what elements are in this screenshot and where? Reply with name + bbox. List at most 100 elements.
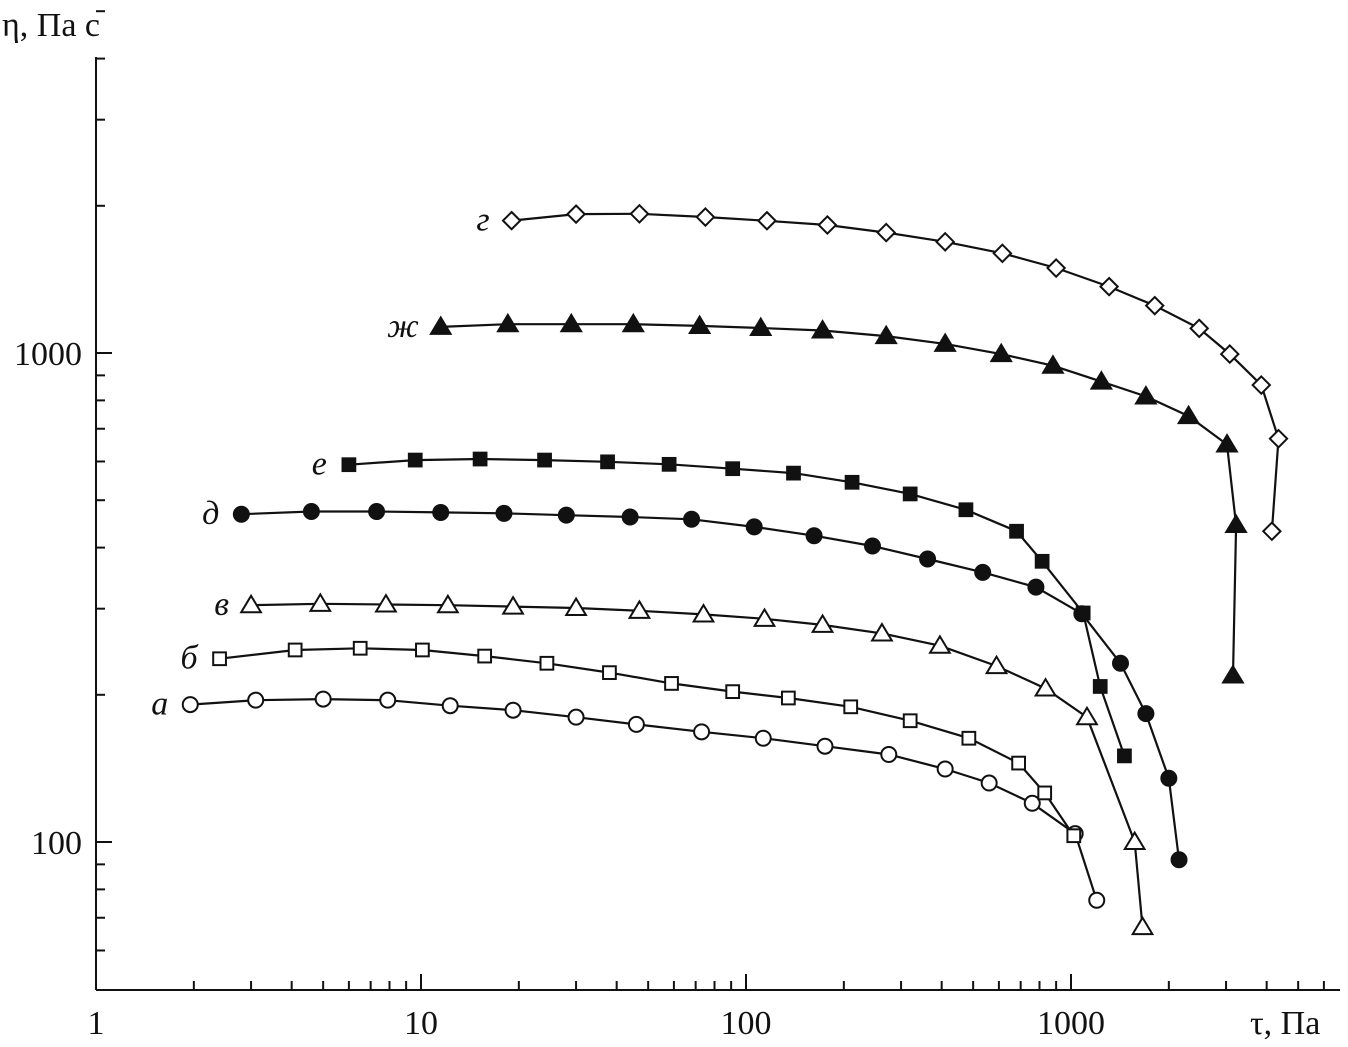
data-point-square [1037, 785, 1053, 801]
data-point-diamond [992, 243, 1013, 264]
data-point-circle [441, 697, 459, 715]
data-point-triangle [752, 607, 777, 627]
data-point-circle [754, 729, 772, 747]
data-point-circle [816, 737, 834, 755]
data-point-circle [936, 760, 954, 778]
data-point-triangle [1215, 433, 1239, 453]
data-point-diamond [501, 210, 522, 231]
y-tick-label: 100 [31, 825, 82, 862]
data-point-square [1009, 523, 1024, 539]
x-tick-label: 1 [88, 1005, 105, 1042]
data-point-circle [232, 505, 250, 523]
data-point-triangle [984, 654, 1009, 675]
data-point-circle [1160, 769, 1178, 787]
data-point-triangle [429, 315, 453, 335]
x-tick-label: 10 [404, 1005, 438, 1042]
series-label: б [180, 640, 199, 677]
data-point-square [664, 676, 679, 691]
data-point-square [661, 456, 677, 472]
y-tick-label: 1000 [14, 336, 82, 373]
series-line [511, 212, 1280, 532]
data-point-square [844, 474, 860, 490]
data-point-circle [557, 506, 575, 524]
data-point-square [902, 713, 918, 729]
data-point-triangle [933, 332, 957, 352]
data-point-square [1011, 755, 1027, 771]
series-label: ж [387, 308, 419, 345]
y-axis-label: η, Па с [2, 7, 100, 44]
data-point-square [537, 452, 552, 468]
data-point-triangle [564, 596, 588, 617]
axis-tick-labels: 1 10 100 1000 100 1000 [14, 336, 1105, 1042]
series-в [239, 592, 1155, 936]
data-point-square [786, 465, 801, 481]
data-point-triangle [1123, 830, 1147, 851]
data-point-triangle [501, 595, 525, 615]
data-point-circle [1023, 794, 1041, 812]
data-point-circle [919, 550, 937, 568]
data-point-triangle [1033, 677, 1058, 697]
data-point-triangle [374, 593, 398, 613]
data-point-triangle [810, 613, 835, 633]
data-point-square [902, 486, 918, 502]
data-point-circle [693, 723, 711, 741]
data-point-square [539, 655, 555, 671]
data-point-circle [247, 691, 265, 709]
data-point-circle [302, 503, 320, 521]
data-point-diamond [1046, 257, 1067, 279]
series-е [341, 451, 1132, 764]
data-point-circle [1088, 891, 1106, 909]
data-point-circle [880, 745, 898, 763]
x-tick-label: 100 [721, 1005, 772, 1042]
data-point-diamond [1268, 428, 1289, 449]
x-axis-label: τ, Па [1250, 1005, 1320, 1042]
series-line [251, 602, 1144, 928]
data-point-triangle [810, 319, 835, 339]
data-point-triangle [1089, 370, 1113, 390]
series-label: д [202, 495, 219, 532]
data-point-diamond [1219, 344, 1240, 365]
series-label: а [151, 686, 168, 723]
axis-ticks [95, 10, 1325, 990]
data-point-square [287, 642, 303, 658]
data-point-triangle [749, 316, 773, 337]
data-point-square [341, 457, 357, 473]
series-line [219, 647, 1075, 837]
data-point-circle [683, 510, 701, 528]
data-point-triangle [239, 593, 263, 614]
data-point-triangle [621, 312, 645, 333]
data-point-square [1034, 553, 1050, 569]
data-point-triangle [1134, 385, 1158, 405]
data-point-diamond [1251, 374, 1272, 396]
data-point-square [1117, 748, 1132, 764]
data-point-triangle [989, 342, 1013, 363]
data-point-triangle [436, 593, 460, 614]
data-point-triangle [1130, 915, 1155, 936]
data-point-triangle [559, 312, 583, 333]
data-point-square [780, 690, 796, 706]
data-point-diamond [1144, 295, 1165, 316]
data-point-circle [1027, 578, 1045, 596]
data-point-diamond [1099, 276, 1120, 297]
x-tick-label: 1000 [1037, 1005, 1105, 1042]
data-point-circle [432, 503, 450, 521]
data-point-circle [314, 690, 332, 708]
series-labels: абв д е ж г [151, 202, 489, 723]
data-point-diamond [566, 204, 587, 225]
data-point-circle [1170, 851, 1188, 869]
data-point-circle [863, 537, 881, 555]
data-point-circle [495, 504, 513, 522]
data-point-circle [1137, 705, 1155, 723]
data-point-triangle [1075, 705, 1099, 726]
data-point-square [472, 451, 488, 467]
data-point-square [415, 642, 430, 658]
data-point-triangle [308, 592, 332, 612]
data-point-circle [567, 708, 585, 726]
data-point-circle [805, 527, 823, 545]
data-point-circle [1111, 654, 1129, 672]
data-point-circle [627, 715, 645, 733]
data-point-diamond [1189, 318, 1210, 339]
data-point-triangle [1221, 664, 1245, 684]
data-point-triangle [627, 599, 652, 619]
